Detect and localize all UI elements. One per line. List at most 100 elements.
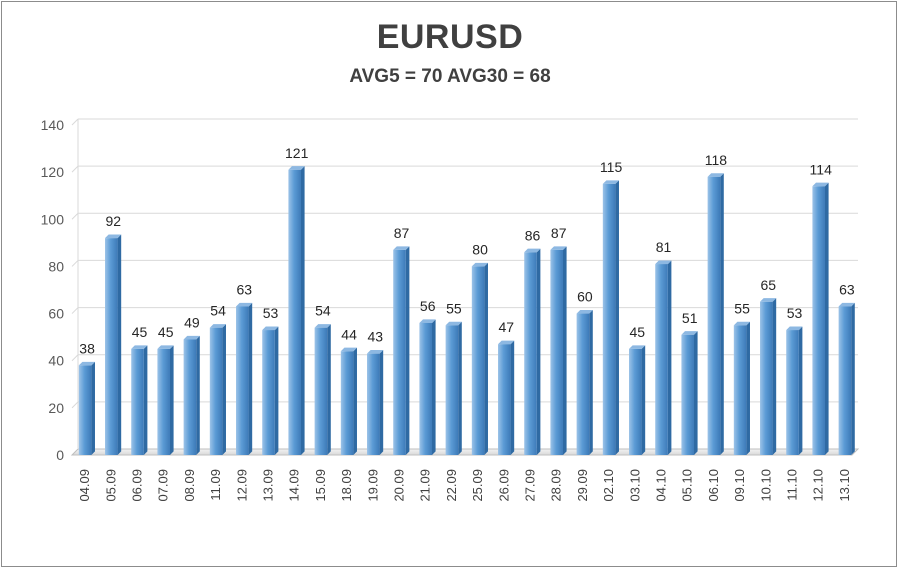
data-label: 114 (810, 161, 833, 177)
bar-side (431, 319, 436, 455)
data-label: 38 (79, 340, 95, 356)
bar-front (209, 327, 223, 455)
gridline-side (71, 401, 79, 409)
bar-front (340, 351, 354, 455)
bar-front (681, 334, 694, 455)
bar-front (288, 169, 301, 456)
x-tick-label: 13.10 (837, 469, 852, 502)
bar-top (786, 326, 803, 331)
data-label: 86 (525, 227, 541, 243)
bar-top (445, 321, 462, 326)
x-tick-label: 05.09 (103, 469, 118, 502)
bar-top (707, 173, 724, 177)
bar-front (105, 238, 118, 455)
bar (314, 324, 331, 455)
bar-top (733, 321, 750, 326)
bar-top (262, 326, 279, 331)
bar-side (562, 246, 567, 455)
data-label: 43 (368, 329, 384, 345)
x-tick-label: 08.09 (182, 469, 197, 502)
bar (367, 350, 384, 455)
bar-side (746, 321, 750, 455)
bar-side (196, 335, 200, 455)
data-label: 87 (551, 225, 567, 241)
x-tick-label: 06.10 (706, 469, 721, 502)
data-label: 45 (630, 324, 646, 340)
x-tick-label: 19.09 (365, 469, 380, 502)
bar-top (105, 234, 122, 239)
bar-top (393, 246, 410, 250)
bar-side (772, 298, 777, 455)
y-tick-label: 140 (41, 117, 65, 133)
x-tick-label: 20.09 (392, 469, 407, 502)
bar-top (498, 340, 515, 345)
bar (445, 321, 462, 455)
bar-front (838, 306, 852, 455)
data-label: 81 (656, 239, 672, 255)
bar-front (393, 249, 406, 455)
x-tick-label: 29.09 (575, 469, 590, 502)
bar (812, 182, 829, 456)
bar-side (693, 331, 698, 455)
data-labels: 38 92 45 45 49 54 63 53 121 54 44 43 87 56 55 80 47 86 87 6… (79, 145, 855, 357)
y-tick-label: 20 (48, 400, 64, 416)
bar-front (445, 325, 459, 455)
x-tick-label: 11.09 (208, 469, 223, 501)
bar (681, 331, 698, 455)
x-axis: 04.09 05.09 06.09 07.09 08.09 11.09 12.09 13.09… (77, 469, 852, 502)
gridline-side (71, 118, 79, 126)
bar (183, 335, 200, 455)
bar (655, 260, 672, 455)
bar-side (353, 347, 357, 455)
bar-front (314, 327, 328, 455)
bar-side (536, 248, 541, 455)
gridline-side (71, 260, 79, 267)
bar-front (655, 264, 668, 455)
bar (131, 345, 148, 455)
bar-side (327, 324, 331, 455)
bar-side (169, 345, 174, 455)
data-label: 47 (499, 319, 515, 335)
data-label: 63 (237, 282, 253, 298)
data-label: 53 (787, 305, 803, 321)
x-tick-label: 12.10 (811, 469, 826, 502)
data-label: 87 (394, 225, 410, 241)
x-tick-label: 05.10 (680, 469, 695, 502)
x-tick-label: 28.09 (549, 469, 564, 502)
bar-front (629, 348, 642, 455)
bar-side (720, 173, 724, 455)
x-tick-label: 13.09 (261, 469, 276, 502)
bar (733, 321, 750, 455)
data-label: 53 (263, 305, 279, 321)
bar-top (760, 298, 777, 302)
bar (707, 173, 724, 455)
data-label: 80 (472, 241, 488, 257)
bar-side (615, 180, 619, 456)
bar-top (629, 345, 646, 349)
x-tick-label: 06.09 (130, 469, 145, 502)
data-label: 56 (420, 298, 436, 314)
data-label: 65 (761, 277, 777, 293)
bar-top (576, 309, 593, 314)
bar (524, 248, 541, 455)
bar-front (78, 365, 92, 455)
bar (419, 319, 436, 455)
bar (629, 345, 646, 455)
x-tick-label: 21.09 (418, 469, 433, 502)
bar-front (707, 176, 721, 455)
x-tick-label: 10.10 (758, 469, 773, 502)
data-label: 63 (839, 282, 855, 298)
bar-front (419, 323, 432, 455)
bar-front (733, 325, 747, 455)
x-tick-label: 27.09 (523, 469, 538, 502)
bar-top (183, 335, 200, 340)
bar-top (524, 248, 541, 253)
y-tick-label: 120 (41, 164, 65, 180)
x-tick-label: 02.10 (601, 469, 616, 502)
bar (576, 309, 593, 455)
bar-front (262, 330, 275, 455)
x-tick-label: 04.09 (77, 469, 92, 502)
bar-side (589, 309, 593, 455)
bar (550, 246, 567, 455)
